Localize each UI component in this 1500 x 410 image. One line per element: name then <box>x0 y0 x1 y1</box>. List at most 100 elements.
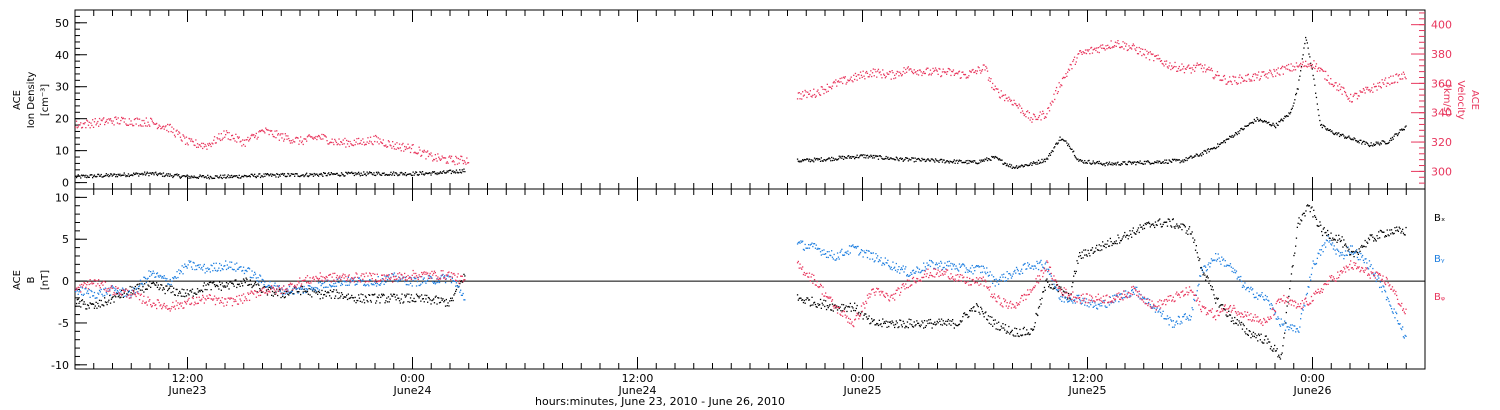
data-point <box>1036 260 1038 263</box>
data-point <box>1252 75 1254 78</box>
data-point <box>1232 75 1234 77</box>
data-point <box>1231 317 1233 319</box>
data-point <box>1245 74 1247 77</box>
data-point <box>1403 234 1405 236</box>
series-black-left <box>75 36 1407 180</box>
data-point <box>1246 328 1248 330</box>
data-point <box>1240 321 1243 324</box>
data-point <box>1204 149 1206 152</box>
data-point <box>1116 243 1118 245</box>
data-point <box>957 324 959 327</box>
data-point <box>970 271 972 273</box>
data-point <box>1121 46 1123 48</box>
data-point <box>911 273 913 275</box>
data-point <box>1053 147 1055 149</box>
data-point <box>1058 82 1060 84</box>
data-point <box>1273 308 1275 311</box>
data-point <box>195 303 197 305</box>
data-point <box>138 299 141 301</box>
data-point <box>227 283 229 285</box>
data-point <box>998 278 1001 281</box>
data-point <box>828 157 830 159</box>
data-point <box>202 175 204 177</box>
data-point <box>464 275 466 277</box>
data-point <box>367 137 369 139</box>
data-point <box>1209 266 1211 268</box>
data-point <box>860 154 863 156</box>
data-point <box>883 158 885 160</box>
data-point <box>314 286 316 289</box>
data-point <box>825 89 827 91</box>
data-point <box>132 125 134 127</box>
data-point <box>202 142 205 145</box>
data-point <box>954 323 956 325</box>
data-point <box>1251 80 1253 82</box>
data-point <box>210 176 212 178</box>
data-point <box>172 131 174 134</box>
data-point <box>426 280 428 282</box>
data-point <box>891 320 893 322</box>
data-point <box>287 289 289 291</box>
data-point <box>1020 111 1022 114</box>
data-point <box>390 145 392 147</box>
data-point <box>331 291 333 293</box>
data-point <box>1232 136 1234 138</box>
data-point <box>168 284 171 286</box>
data-point <box>825 256 828 258</box>
data-point <box>1106 306 1108 308</box>
data-point <box>981 310 984 313</box>
data-point <box>1282 120 1284 122</box>
data-point <box>1383 83 1385 85</box>
data-point <box>97 292 99 294</box>
data-point <box>201 289 203 291</box>
data-point <box>322 138 324 140</box>
data-point <box>1215 260 1218 262</box>
data-point <box>961 320 963 322</box>
data-point <box>437 281 439 284</box>
data-point <box>366 299 368 302</box>
data-point <box>975 303 978 305</box>
data-point <box>813 302 815 304</box>
data-point <box>924 160 926 163</box>
data-point <box>1184 68 1186 70</box>
data-point <box>371 284 373 286</box>
data-point <box>142 286 144 288</box>
data-point <box>245 139 247 141</box>
data-point <box>338 138 340 140</box>
data-point <box>1341 251 1343 254</box>
data-point <box>953 327 955 329</box>
data-point <box>1166 162 1169 164</box>
data-point <box>1387 142 1389 144</box>
data-point <box>168 287 171 289</box>
data-point <box>410 174 413 176</box>
data-point <box>1165 63 1167 65</box>
data-point <box>263 284 265 286</box>
data-point <box>87 292 90 295</box>
data-point <box>827 256 829 259</box>
data-point <box>1384 77 1387 79</box>
data-point <box>1328 237 1330 239</box>
data-point <box>920 160 922 162</box>
data-point <box>420 300 422 302</box>
data-point <box>803 249 805 251</box>
data-point <box>326 140 328 142</box>
data-point <box>1393 232 1395 235</box>
data-point <box>116 293 119 295</box>
data-point <box>295 288 297 290</box>
data-point <box>1103 245 1105 248</box>
data-point <box>194 176 196 179</box>
data-point <box>292 293 294 295</box>
data-point <box>1239 322 1241 324</box>
data-point <box>330 141 332 144</box>
data-point <box>156 282 158 284</box>
data-point <box>169 173 171 175</box>
data-point <box>415 300 417 303</box>
data-point <box>819 160 822 162</box>
data-point <box>1383 140 1385 143</box>
data-point <box>90 122 92 124</box>
data-point <box>1395 230 1397 232</box>
data-point <box>454 163 456 166</box>
data-point <box>1189 233 1192 235</box>
data-point <box>1360 252 1362 255</box>
